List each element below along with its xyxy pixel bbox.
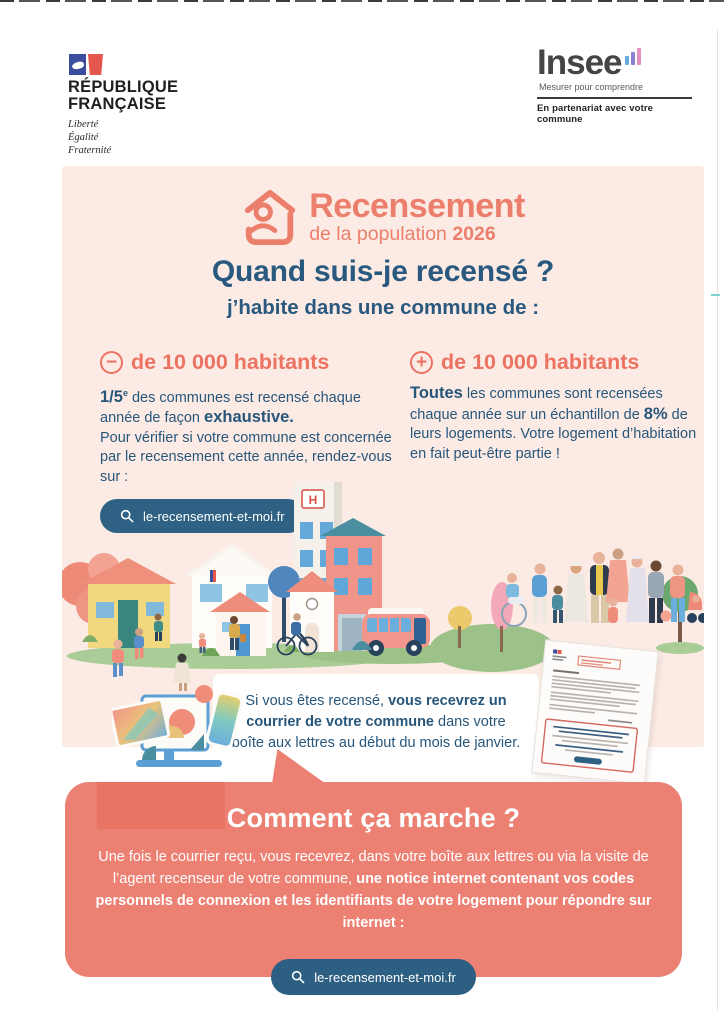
insee-wordmark: Insee	[537, 43, 622, 82]
courrier-notice-text: Si vous êtes recensé, vous recevrez un c…	[231, 693, 521, 751]
letter-content	[540, 649, 641, 773]
rf-line1: RÉPUBLIQUE	[68, 78, 179, 96]
how-it-works-title: Comment ça marche ?	[226, 803, 521, 833]
brand-subtitle: de la population	[309, 223, 447, 246]
rf-motto-liberte: Liberté	[68, 119, 99, 130]
insee-tagline: Mesurer pour comprendre	[539, 82, 644, 92]
courrier-notice-bubble: Si vous êtes recensé, vous recevrez un c…	[213, 674, 539, 771]
brand-title: Recensement	[309, 187, 525, 226]
page-subtitle: j’habite dans une commune de :	[226, 296, 540, 319]
search-icon	[120, 510, 134, 523]
over-10000-text: Toutes les communes sont recensées chaqu…	[410, 384, 697, 462]
comment-ca-marche-section: Comment ça marche ? Une fois le courrier…	[65, 782, 682, 995]
rf-line2: FRANÇAISE	[68, 95, 167, 113]
scan-artifact-right	[717, 30, 718, 1010]
insee-partnership: En partenariat avec votre commune	[537, 103, 654, 125]
insee-logo: Insee Mesurer pour comprendre En partena…	[537, 43, 692, 125]
scan-shade-patch	[97, 782, 225, 829]
recensement-logo: Recensement de la population 2026	[62, 186, 704, 248]
plus-circle-icon: +	[410, 351, 433, 374]
scan-artifact-top	[0, 0, 724, 2]
french-flag-icon	[69, 54, 178, 75]
republique-francaise-logo: RÉPUBLIQUE FRANÇAISE Liberté Égalité Fra…	[68, 54, 178, 157]
over-10000-heading: de 10 000 habitants	[441, 349, 640, 374]
brand-year: 2026	[452, 223, 496, 246]
website-button-label: le-recensement-et-moi.fr	[314, 969, 456, 985]
website-button-bottom[interactable]: le-recensement-et-moi.fr	[271, 959, 476, 995]
over-10000-section: + de 10 000 habitants Toutes les commune…	[410, 351, 698, 464]
house-person-icon	[245, 189, 296, 246]
bar-chart-icon	[624, 48, 641, 65]
divider	[537, 97, 692, 99]
sample-letter	[531, 639, 659, 785]
website-button-label: le-recensement-et-moi.fr	[143, 508, 285, 524]
rf-motto-fraternite: Fraternité	[68, 145, 112, 156]
under-10000-text: 1/5e des communes est recensé chaque ann…	[100, 387, 392, 485]
under-10000-section: − de 10 000 habitants 1/5e des communes …	[100, 349, 392, 534]
devices-illustration	[112, 685, 242, 767]
search-icon	[292, 970, 305, 984]
scan-artifact-tick	[711, 294, 720, 296]
under-10000-heading: de 10 000 habitants	[131, 349, 330, 374]
website-button[interactable]: le-recensement-et-moi.fr	[100, 499, 305, 534]
minus-circle-icon: −	[100, 351, 123, 374]
rf-motto-egalite: Égalité	[68, 132, 99, 143]
page-title: Quand suis-je recensé ?	[211, 255, 555, 288]
how-it-works-text: Une fois le courrier reçu, vous recevrez…	[95, 849, 652, 931]
